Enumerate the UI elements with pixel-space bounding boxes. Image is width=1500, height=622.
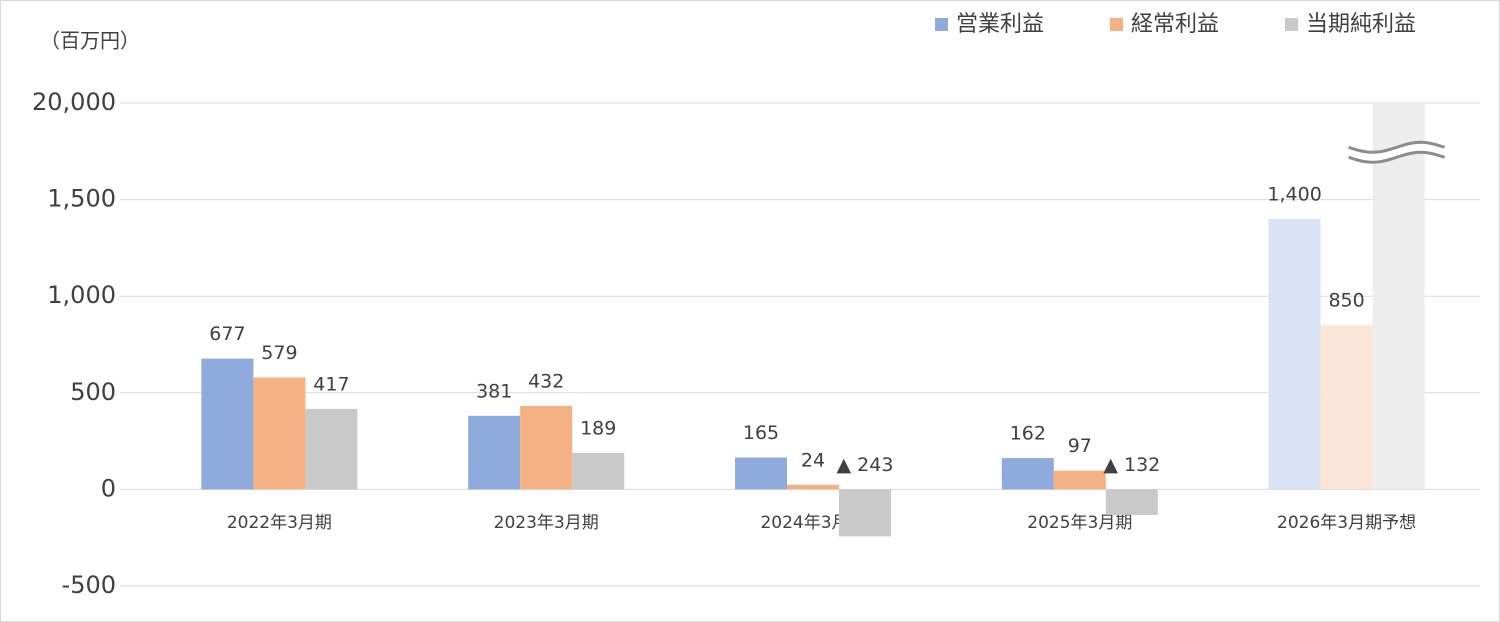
data-label: 165 xyxy=(743,422,779,444)
legend-label: 当期純利益 xyxy=(1306,12,1416,37)
bar xyxy=(1320,325,1373,490)
y-tick-label: 0 xyxy=(101,474,116,502)
bar xyxy=(1105,489,1158,515)
bar xyxy=(520,405,573,490)
data-label: 381 xyxy=(476,380,512,402)
legend-label: 経常利益 xyxy=(1131,12,1219,37)
data-label: ▲ 243 xyxy=(837,454,894,476)
bar xyxy=(253,377,306,490)
data-label: 579 xyxy=(261,342,297,364)
data-label: ▲ 132 xyxy=(1103,454,1160,476)
legend-label: 営業利益 xyxy=(956,12,1044,37)
data-label: 189 xyxy=(580,417,616,439)
y-tick-label: 1,000 xyxy=(47,281,116,309)
data-label: 417 xyxy=(313,373,349,395)
y-tick-label: 500 xyxy=(70,378,116,406)
data-label: 432 xyxy=(528,370,564,392)
y-tick-label: 20,000 xyxy=(32,88,116,116)
legend-swatch xyxy=(1110,18,1123,31)
bar xyxy=(1372,103,1425,490)
x-tick-label: 2025年3月期 xyxy=(1027,513,1132,533)
data-label: 850 xyxy=(1328,290,1364,312)
bar xyxy=(1053,470,1106,490)
data-label: 1,400 xyxy=(1267,183,1321,205)
bar xyxy=(1268,218,1321,490)
bar xyxy=(787,484,839,490)
bar xyxy=(468,415,521,490)
data-label: 162 xyxy=(1010,423,1046,445)
x-tick-label: 2023年3月期 xyxy=(494,513,599,533)
bar xyxy=(1001,458,1054,490)
unit-label: （百万円） xyxy=(40,29,140,53)
data-label: 24 xyxy=(801,449,825,471)
axis-break-line xyxy=(1348,140,1446,154)
y-tick-label: -500 xyxy=(62,571,116,599)
bar xyxy=(839,489,891,537)
data-label: 677 xyxy=(209,323,245,345)
x-tick-label: 2026年3月期予想 xyxy=(1277,513,1416,533)
legend-swatch xyxy=(1285,18,1298,31)
bar xyxy=(735,457,787,490)
bar xyxy=(201,358,254,490)
axis-break-line xyxy=(1348,150,1446,164)
axis-break-fill xyxy=(1348,142,1445,163)
legend-swatch xyxy=(935,18,948,31)
bar xyxy=(572,452,625,490)
bar xyxy=(305,408,358,490)
x-tick-label: 2022年3月期 xyxy=(227,513,332,533)
y-tick-label: 1,500 xyxy=(47,185,116,213)
data-label: 97 xyxy=(1068,435,1092,457)
